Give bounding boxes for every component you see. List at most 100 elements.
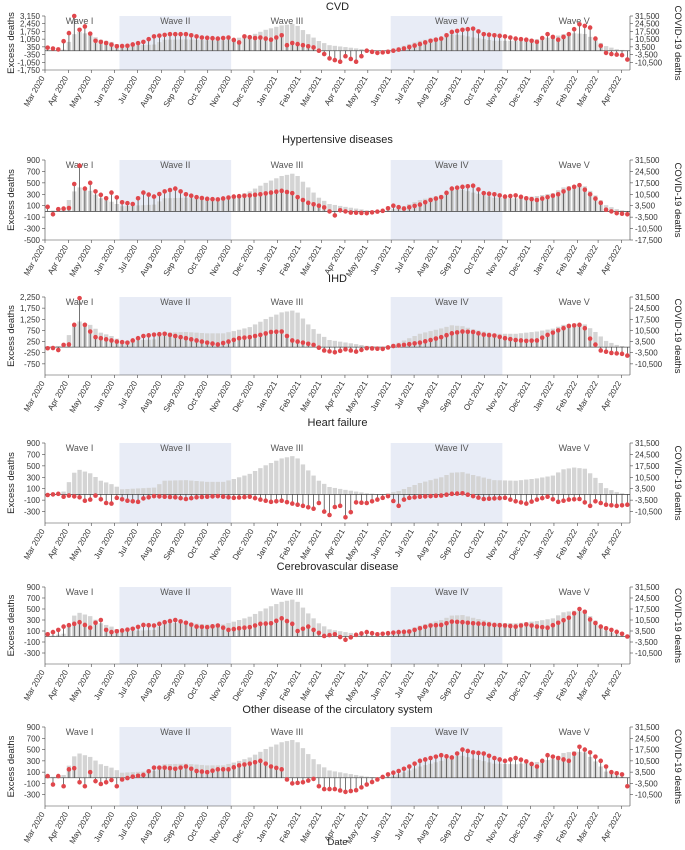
excess-marker [460,329,465,334]
left-axis-label: Excess deaths [6,594,17,656]
excess-marker [561,34,566,40]
x-tick-label: Oct 2020 [185,527,209,560]
left-tick-label: -100 [24,213,41,222]
covid-bar [502,480,508,495]
right-axis-label: COVID-19 deaths [672,163,683,238]
covid-bar [497,480,502,495]
covid-bar [284,24,290,51]
left-tick-label: 900 [27,723,41,732]
excess-marker [289,781,295,786]
excess-marker [61,342,66,348]
x-tick-label: Apr 2022 [599,74,623,107]
excess-marker [444,332,449,338]
x-tick-label: Apr 2020 [46,527,70,560]
excess-marker [502,758,508,764]
wave-label: Wave IV [435,16,469,26]
excess-marker [428,493,433,499]
excess-marker [327,56,332,61]
excess-marker [87,769,93,775]
excess-marker [321,348,327,353]
excess-marker [252,495,258,501]
covid-bar [88,756,93,778]
excess-marker [566,497,572,502]
right-tick-label: -10,500 [635,225,663,234]
covid-bar [550,475,556,495]
excess-marker [66,622,72,628]
covid-bar [609,490,614,495]
covid-bar [268,463,274,495]
x-tick-label: Aug 2020 [138,810,163,845]
excess-marker [231,626,237,632]
excess-marker [119,628,125,633]
excess-marker [77,295,82,301]
wave-label: Wave IV [435,587,469,597]
excess-marker [77,619,82,625]
left-axis-label: Excess deaths [6,12,17,74]
excess-marker [300,780,306,785]
excess-marker [242,625,247,630]
excess-marker [380,50,386,55]
excess-marker [428,197,433,203]
excess-marker [215,767,221,772]
excess-marker [492,496,497,501]
excess-marker [263,191,269,196]
excess-marker [555,191,561,197]
x-tick-label: Nov 2020 [208,810,233,845]
excess-marker [571,611,577,616]
excess-marker [141,622,146,628]
right-tick-label: 10,500 [635,616,660,625]
excess-marker [279,188,284,194]
excess-marker [274,329,279,335]
excess-marker [226,627,231,633]
right-tick-label: 24,500 [635,304,660,313]
excess-marker [375,346,380,352]
x-tick-label: Aug 2021 [415,243,440,278]
excess-marker [375,209,380,214]
panel-title: CVD [326,1,349,13]
excess-marker [337,503,343,509]
right-axis-label: COVID-19 deaths [672,6,683,81]
excess-marker [247,193,253,198]
excess-marker [236,40,242,45]
excess-marker [593,196,598,201]
excess-marker [321,786,327,792]
excess-marker [513,193,518,198]
right-tick-label: -3,500 [635,349,658,358]
excess-marker [470,329,476,335]
covid-bar [167,480,173,495]
excess-marker [571,751,577,757]
excess-marker [284,333,290,339]
excess-marker [353,59,359,65]
excess-marker [258,497,263,502]
right-tick-label: 24,500 [635,167,660,176]
left-tick-label: 700 [27,167,41,176]
excess-marker [470,26,476,31]
excess-marker [438,493,444,498]
excess-marker [523,195,529,201]
excess-marker [534,497,540,502]
excess-marker [109,501,114,506]
excess-marker [71,494,77,499]
covid-bar [465,473,470,495]
excess-marker [332,786,338,792]
x-tick-label: Jun 2020 [92,243,117,276]
excess-marker [178,765,183,770]
excess-marker [364,48,370,54]
excess-marker [93,334,98,340]
left-tick-label: 900 [27,583,41,592]
excess-marker [587,750,593,755]
left-axis-label: Excess deaths [6,735,17,797]
excess-marker [545,494,550,500]
excess-marker [109,629,114,635]
excess-marker [348,56,354,62]
x-tick-label: Sep 2021 [438,810,463,845]
right-tick-label: 24,500 [635,20,660,29]
excess-marker [513,337,518,343]
excess-marker [231,495,237,501]
excess-marker [406,204,412,210]
excess-marker [481,621,487,627]
excess-marker [444,190,449,196]
excess-marker [87,31,93,36]
excess-marker [571,26,577,32]
excess-marker [252,35,258,41]
